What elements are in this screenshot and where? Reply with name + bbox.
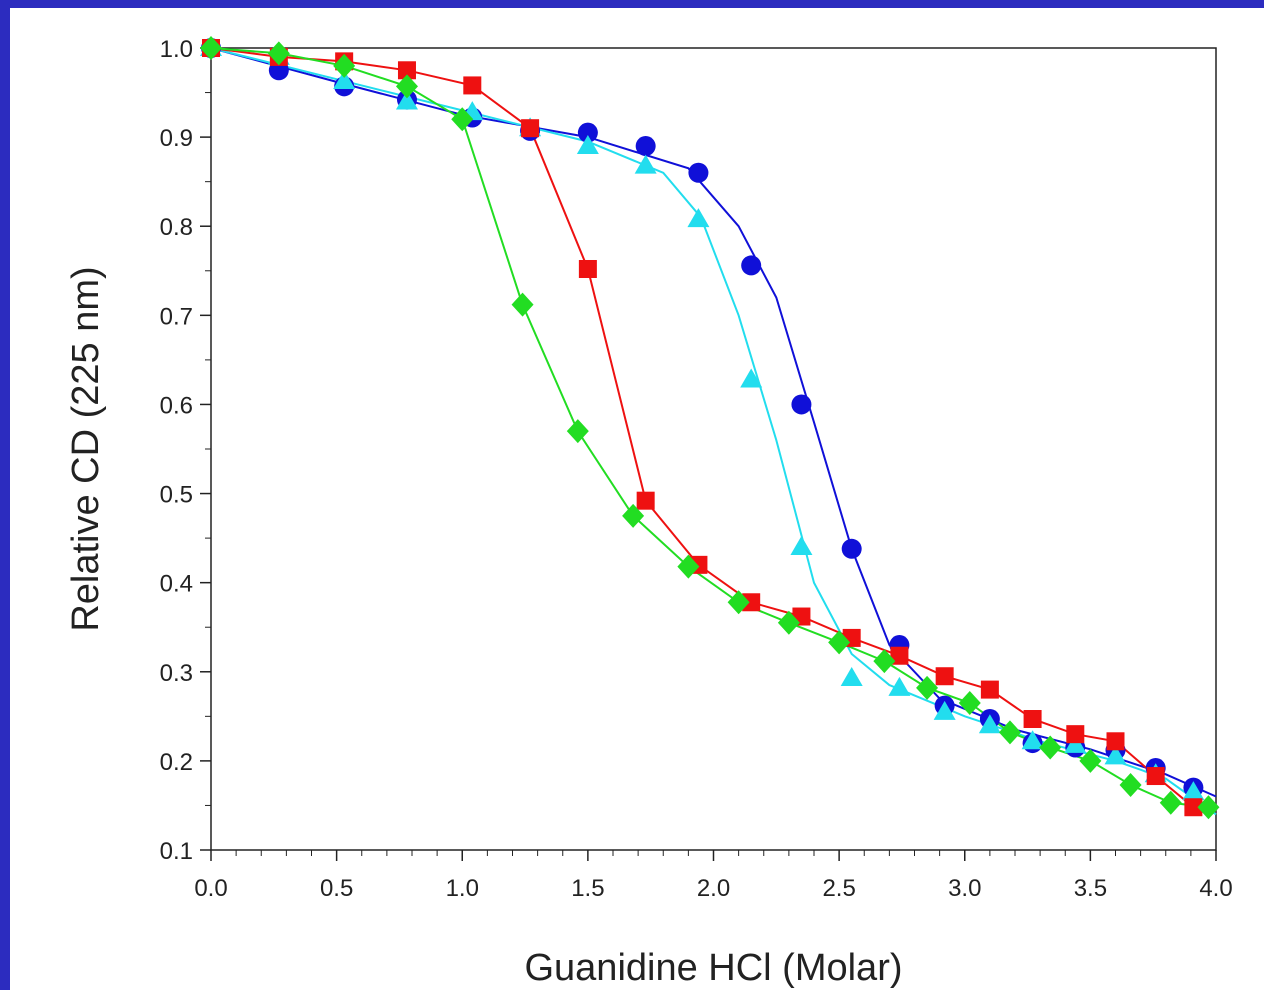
data-point-diamond <box>1039 735 1062 760</box>
y-tick-label: 1.0 <box>160 36 193 63</box>
y-tick-label: 0.5 <box>160 482 193 509</box>
data-point-square <box>521 119 540 138</box>
y-tick-label: 0.8 <box>160 214 193 241</box>
data-point-triangle <box>395 90 418 110</box>
x-tick-label: 2.5 <box>822 875 855 902</box>
data-point-square <box>980 680 999 699</box>
data-point-diamond <box>916 675 939 700</box>
data-point-diamond <box>1159 790 1182 815</box>
data-point-diamond <box>828 630 851 655</box>
data-point-square <box>1184 798 1203 817</box>
series-triangle <box>210 47 1217 816</box>
data-point-triangle <box>1182 781 1205 801</box>
data-point-triangle <box>634 154 657 174</box>
data-point-square <box>1146 767 1165 786</box>
x-tick-label: 0.0 <box>194 875 227 902</box>
data-point-square <box>636 491 655 510</box>
data-point-circle <box>688 162 709 183</box>
data-point-triangle <box>576 135 599 155</box>
y-tick-label: 0.4 <box>160 571 193 598</box>
data-point-circle <box>635 136 656 157</box>
data-point-diamond <box>333 53 356 78</box>
data-point-diamond <box>1197 795 1220 820</box>
series-diamond-markers <box>200 36 1220 820</box>
y-tick-label: 0.9 <box>160 125 193 152</box>
data-point-diamond <box>873 649 896 674</box>
data-point-triangle <box>333 69 356 89</box>
series-square <box>210 47 1195 808</box>
chart: 0.0 0.5 1.0 1.5 2.0 2.5 3.0 3.5 4.0 0.1 0.2 0.3 0.4 0… <box>65 36 1233 989</box>
data-point-triangle <box>790 536 813 556</box>
data-point-circle <box>741 255 762 276</box>
x-tick-label: 3.5 <box>1074 875 1107 902</box>
data-point-triangle <box>740 368 763 388</box>
series-square-line <box>210 47 1195 808</box>
data-point-diamond <box>200 36 222 60</box>
data-point-triangle <box>687 208 710 228</box>
data-point-square <box>1066 725 1085 744</box>
data-point-circle <box>791 394 812 415</box>
data-point-diamond <box>566 419 589 444</box>
data-point-square <box>935 667 954 686</box>
data-point-circle <box>577 122 598 143</box>
chart-frame: 0.0 0.5 1.0 1.5 2.0 2.5 3.0 3.5 4.0 0.1 0.2 0.3 0.4 0… <box>10 8 1264 990</box>
x-tick-label: 4.0 <box>1199 875 1232 902</box>
data-point-circle <box>841 538 862 559</box>
series-layer <box>200 36 1220 820</box>
x-tick-label: 2.0 <box>697 875 730 902</box>
series-diamond-line <box>210 47 1209 809</box>
series-circle-line <box>210 47 1217 798</box>
data-point-square <box>1106 732 1125 751</box>
data-point-diamond <box>451 107 474 132</box>
series-diamond <box>210 47 1209 809</box>
data-point-triangle <box>840 667 863 687</box>
data-point-diamond <box>727 590 750 615</box>
series-triangle-line <box>210 47 1217 816</box>
x-tick-label: 1.5 <box>571 875 604 902</box>
x-tick-label: 1.0 <box>446 875 479 902</box>
series-triangle-markers <box>200 37 1205 801</box>
y-tick-label: 0.3 <box>160 660 193 687</box>
data-point-diamond <box>998 720 1021 745</box>
data-point-diamond <box>1119 772 1142 797</box>
data-point-square <box>1023 710 1042 729</box>
data-point-triangle <box>1064 733 1087 753</box>
data-point-square <box>463 76 482 95</box>
data-point-diamond <box>267 41 290 66</box>
series-circle-markers <box>201 38 1204 798</box>
data-point-square <box>397 61 416 80</box>
data-point-square <box>890 646 909 665</box>
data-point-diamond <box>777 610 800 635</box>
data-point-square <box>578 259 597 278</box>
y-tick-label: 0.6 <box>160 392 193 419</box>
y-tick-label: 0.1 <box>160 838 193 865</box>
series-circle <box>210 47 1217 798</box>
y-axis-title: Relative CD (225 nm) <box>65 266 107 631</box>
data-point-diamond <box>395 74 418 99</box>
series-square-markers <box>202 39 1203 817</box>
data-point-square <box>742 593 761 612</box>
y-tick-label: 0.2 <box>160 749 193 776</box>
x-tick-label: 3.0 <box>948 875 981 902</box>
y-tick-label: 0.7 <box>160 303 193 330</box>
data-point-triangle <box>1104 745 1127 765</box>
data-point-diamond <box>1079 748 1102 773</box>
data-point-diamond <box>511 292 534 317</box>
x-tick-label: 0.5 <box>320 875 353 902</box>
data-point-triangle <box>888 676 911 696</box>
axes: 0.0 0.5 1.0 1.5 2.0 2.5 3.0 3.5 4.0 0.1 0.2 0.3 0.4 0… <box>160 36 1233 902</box>
data-point-diamond <box>958 690 981 715</box>
data-point-diamond <box>622 503 645 528</box>
data-point-triangle <box>933 700 956 720</box>
x-axis-title: Guanidine HCl (Molar) <box>524 947 902 989</box>
data-point-diamond <box>677 554 700 579</box>
data-point-triangle <box>978 714 1001 734</box>
data-point-triangle <box>1021 730 1044 750</box>
